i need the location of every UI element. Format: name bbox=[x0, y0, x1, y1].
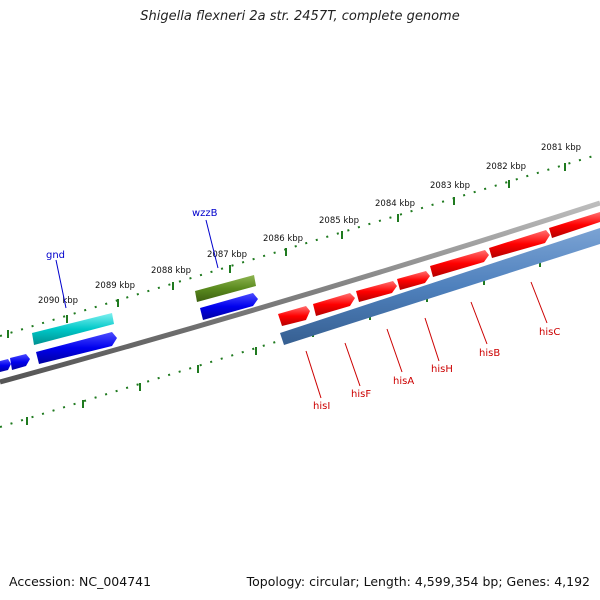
gene-arrow[interactable] bbox=[356, 281, 397, 302]
gene-arrow[interactable] bbox=[278, 306, 310, 326]
label-gnd[interactable]: gnd bbox=[46, 250, 65, 261]
label-hisF[interactable]: hisF bbox=[351, 389, 371, 400]
genome-title: Shigella flexneri 2a str. 2457T, complet… bbox=[140, 9, 460, 24]
scale-label-2083: 2083 kbp bbox=[430, 181, 470, 191]
genome-backbone bbox=[0, 200, 600, 385]
lower-gene-label-text: hisI hisF hisA hisH hisB hisC bbox=[313, 327, 560, 412]
cds-arrow[interactable] bbox=[200, 293, 258, 320]
cds-arrow[interactable] bbox=[0, 359, 11, 372]
accession-text: Accession: NC_004741 bbox=[9, 574, 152, 589]
scale-label-2081: 2081 kbp bbox=[541, 143, 581, 153]
leader-line bbox=[305, 350, 322, 399]
upper-gene-labels: gnd wzzB bbox=[46, 208, 219, 309]
scale-label-2084: 2084 kbp bbox=[375, 199, 415, 209]
lower-gene-labels bbox=[305, 281, 548, 399]
scale-label-2089: 2089 kbp bbox=[95, 281, 135, 291]
gene-arrow[interactable] bbox=[397, 271, 430, 290]
scale-label-2085: 2085 kbp bbox=[319, 216, 359, 226]
leader-line bbox=[424, 317, 440, 362]
gene-gnd[interactable] bbox=[32, 313, 114, 345]
gene-arrow[interactable] bbox=[313, 293, 355, 316]
leader-line bbox=[470, 301, 488, 345]
gene-arrow[interactable] bbox=[430, 250, 489, 277]
gene-arrow[interactable] bbox=[489, 230, 550, 258]
label-hisC[interactable]: hisC bbox=[539, 327, 560, 338]
cds-arrow[interactable] bbox=[10, 354, 30, 370]
leader-line bbox=[386, 328, 403, 373]
label-hisH[interactable]: hisH bbox=[431, 364, 453, 375]
upper-gene-track bbox=[32, 275, 256, 345]
leader-line bbox=[530, 281, 548, 324]
label-wzzB[interactable]: wzzB bbox=[192, 208, 218, 219]
scale-label-2090: 2090 kbp bbox=[38, 296, 78, 306]
leader-line bbox=[344, 342, 361, 387]
cds-band bbox=[280, 228, 600, 345]
scale-label-2086: 2086 kbp bbox=[263, 234, 303, 244]
leader-line bbox=[205, 219, 219, 269]
cds-arrow[interactable] bbox=[36, 332, 117, 364]
gene-wzzB[interactable] bbox=[195, 275, 256, 302]
scale-label-2082: 2082 kbp bbox=[486, 162, 526, 172]
scale-labels: 2081 kbp 2082 kbp 2083 kbp 2084 kbp 2085… bbox=[38, 143, 581, 306]
label-hisA[interactable]: hisA bbox=[393, 376, 414, 387]
label-hisI[interactable]: hisI bbox=[313, 401, 330, 412]
label-hisB[interactable]: hisB bbox=[479, 348, 500, 359]
leader-line bbox=[55, 259, 67, 309]
upper-major-ticks bbox=[7, 163, 566, 338]
blue-cds-track bbox=[0, 293, 258, 372]
forward-gene-track bbox=[278, 212, 600, 326]
scale-label-2087: 2087 kbp bbox=[207, 250, 247, 260]
gene-arrow[interactable] bbox=[549, 212, 600, 238]
scale-label-2088: 2088 kbp bbox=[151, 266, 191, 276]
genome-summary-text: Topology: circular; Length: 4,599,354 bp… bbox=[246, 574, 590, 589]
